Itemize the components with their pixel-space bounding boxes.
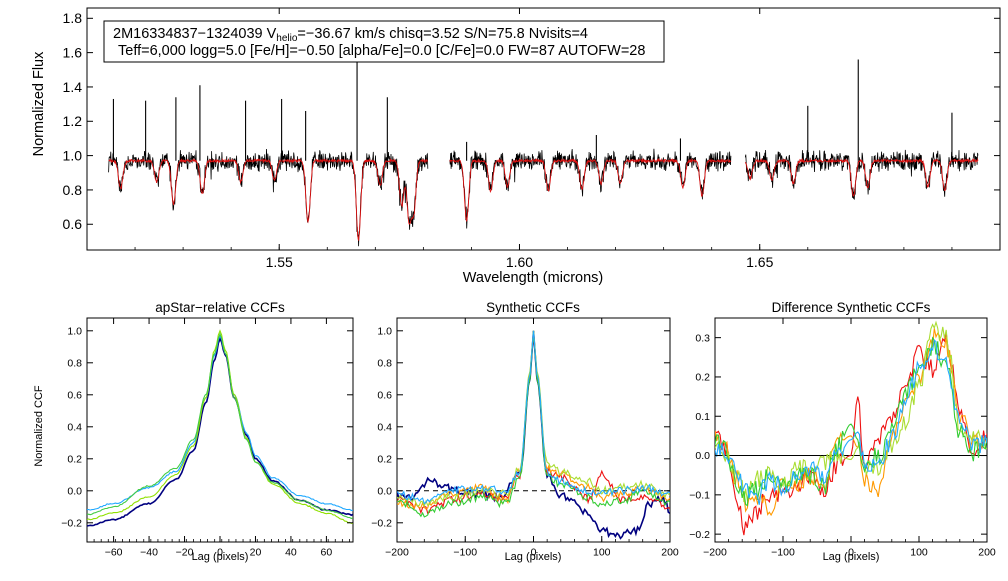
synthetic-title: Synthetic CCFs xyxy=(486,300,580,315)
apstar-ytick-label: 0.2 xyxy=(67,453,82,465)
spectrum-ytick-label: 0.6 xyxy=(63,216,83,232)
difference-xtick-label: 0 xyxy=(848,547,854,559)
difference-series-line xyxy=(715,332,987,536)
apstar-xtick-label: 0 xyxy=(217,547,223,559)
synthetic-ytick-label: 0.0 xyxy=(377,485,392,497)
difference-ytick-label: −0.1 xyxy=(689,490,710,502)
difference-series-line xyxy=(715,336,987,507)
spectrum-x-axis-label: Wavelength (microns) xyxy=(463,270,603,286)
synthetic-ytick-label: 0.6 xyxy=(377,389,392,401)
header-fit-stats: =−36.67 km/s chisq=3.52 S/N=75.8 Nvisits… xyxy=(297,26,588,42)
spectrum-y-axis-label: Normalized Flux xyxy=(31,51,47,156)
apstar-xtick-label: 20 xyxy=(250,547,262,559)
synthetic-xtick-label: 200 xyxy=(661,547,679,559)
difference-ytick-label: 0.0 xyxy=(695,450,710,462)
model-spectrum-line xyxy=(744,157,979,197)
spectrum-series-layer xyxy=(108,25,979,247)
spectrum-ytick-label: 1.4 xyxy=(63,79,83,95)
apstar-ytick-label: 1.0 xyxy=(67,325,82,337)
spectrum-header-box xyxy=(103,20,665,63)
apstar-series-line xyxy=(87,329,353,524)
difference-ytick-label: −0.2 xyxy=(689,529,710,541)
apstar-ytick-label: 0.4 xyxy=(67,421,82,433)
synthetic-axis-ticks: −200 −100 0 100 200 −0.2 0.0 0.2 0.4 0.6 0.8 1.0 xyxy=(371,318,679,559)
apstar-xtick-label: −40 xyxy=(140,547,158,559)
difference-axis-ticks: −200 −100 0 100 200 −0.2 −0.1 0.0 0.1 0.2 0.3 xyxy=(689,318,996,559)
difference-series-line xyxy=(715,320,987,503)
synthetic-series-layer xyxy=(397,330,670,540)
spectrum-ytick-label: 1.6 xyxy=(63,45,83,61)
difference-ytick-label: 0.2 xyxy=(695,372,710,384)
model-spectrum-line xyxy=(108,157,429,241)
spectrum-ytick-label: 1.0 xyxy=(63,148,83,164)
difference-xtick-label: 200 xyxy=(978,547,996,559)
synthetic-ccf-panel: −200 −100 0 100 200 −0.2 0.0 0.2 0.4 0.6 0.8 1.0 Sy… xyxy=(371,300,679,563)
spectrum-ytick-label: 0.8 xyxy=(63,182,83,198)
difference-xtick-label: 100 xyxy=(910,547,928,559)
spectrum-xtick-label: 1.60 xyxy=(506,254,533,270)
synthetic-ytick-label: 0.2 xyxy=(377,453,392,465)
apstar-ytick-label: 0.8 xyxy=(67,357,82,369)
spectrum-header-line2: Teff=6,000 logg=5.0 [Fe/H]=−0.50 [alpha/… xyxy=(118,43,645,59)
apstar-xtick-label: 40 xyxy=(285,547,297,559)
difference-ccf-panel: −200 −100 0 100 200 −0.2 −0.1 0.0 0.1 0.2 0.3 Diff… xyxy=(689,300,996,563)
spectrum-plot-frame xyxy=(86,7,1001,251)
apstar-ytick-label: −0.2 xyxy=(61,517,82,529)
apstar-ccf-panel: −60 −40 −20 0 20 40 60 −0.2 0.0 0.2 0.4 0.6 0.8 1.0 a… xyxy=(33,300,354,563)
difference-title: Difference Synthetic CCFs xyxy=(772,300,931,315)
apstar-xtick-label: −60 xyxy=(105,547,123,559)
synthetic-ytick-label: 1.0 xyxy=(377,325,392,337)
synthetic-x-axis-label: Lag (pixels) xyxy=(505,551,562,563)
synthetic-ytick-label: −0.2 xyxy=(371,517,392,529)
synthetic-xtick-label: 100 xyxy=(593,547,611,559)
spectrum-header-line1: 2M16334837−1324039 Vhelio=−36.67 km/s ch… xyxy=(113,26,588,44)
apstar-series-line xyxy=(87,332,353,520)
difference-xtick-label: −100 xyxy=(771,547,795,559)
apstar-y-axis-label: Normalized CCF xyxy=(33,385,45,467)
header-star-id-velocity-label: 2M16334837−1324039 V xyxy=(113,26,277,42)
model-spectrum-line xyxy=(449,157,732,222)
synthetic-xtick-label: −100 xyxy=(453,547,477,559)
spectrum-axis-ticks: 1.55 1.60 1.65 0.6 0.8 1.0 1.2 1.4 1.6 1.8 xyxy=(63,8,1000,270)
difference-series-line xyxy=(715,339,987,505)
apstar-series-layer xyxy=(87,329,353,527)
difference-ytick-label: 0.3 xyxy=(695,332,710,344)
apstar-x-axis-label: Lag (pixels) xyxy=(192,551,249,563)
spectrum-ytick-label: 1.2 xyxy=(63,113,83,129)
difference-xtick-label: −200 xyxy=(703,547,727,559)
synthetic-ytick-label: 0.8 xyxy=(377,357,392,369)
apstar-xtick-label: −20 xyxy=(176,547,194,559)
synthetic-xtick-label: −200 xyxy=(385,547,409,559)
synthetic-xtick-label: 0 xyxy=(531,547,537,559)
spectrum-xtick-label: 1.65 xyxy=(746,254,773,270)
difference-ytick-label: 0.1 xyxy=(695,411,710,423)
synthetic-series-line xyxy=(397,330,670,505)
spectrum-panel: 1.55 1.60 1.65 0.6 0.8 1.0 1.2 1.4 1.6 1.8 2M1633… xyxy=(31,7,1001,286)
difference-x-axis-label: Lag (pixels) xyxy=(823,551,880,563)
apstar-title: apStar−relative CCFs xyxy=(155,300,285,315)
spectrum-ytick-label: 1.8 xyxy=(63,10,83,26)
synthetic-ytick-label: 0.4 xyxy=(377,421,392,433)
header-helio-subscript: helio xyxy=(276,33,298,44)
apstar-xtick-label: 60 xyxy=(321,547,333,559)
spectrum-xtick-label: 1.55 xyxy=(266,254,293,270)
difference-series-layer xyxy=(715,320,987,536)
apstar-ytick-label: 0.0 xyxy=(67,485,82,497)
apstar-axis-ticks: −60 −40 −20 0 20 40 60 −0.2 0.0 0.2 0.4 0.6 0.8 1.0 xyxy=(61,318,353,559)
apstar-ytick-label: 0.6 xyxy=(67,389,82,401)
